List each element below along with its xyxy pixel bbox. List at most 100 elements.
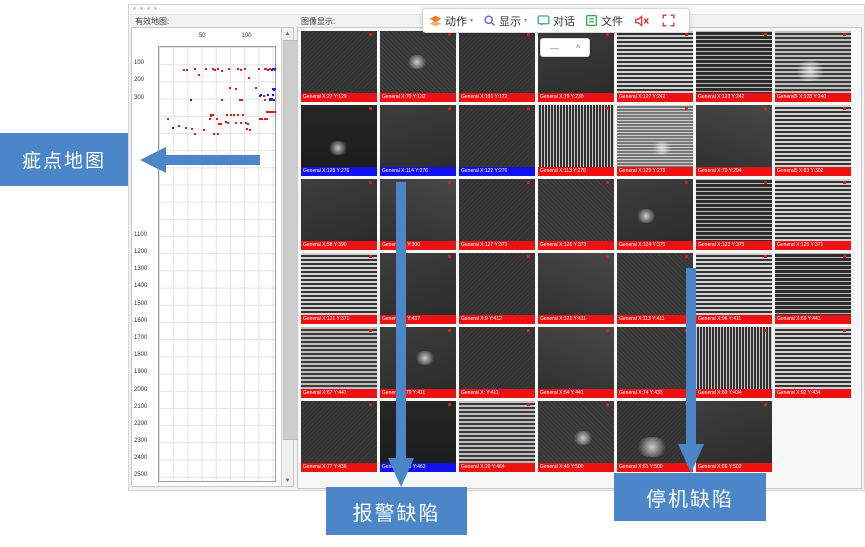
- defect-point-general[interactable]: [205, 67, 208, 70]
- defect-point-general[interactable]: [227, 121, 230, 124]
- defect-point-stop[interactable]: [190, 98, 192, 101]
- thumbnail-item[interactable]: General X:125 Y:371: [775, 179, 851, 250]
- toolbar-item-动作[interactable]: 动作 ▾: [429, 13, 473, 29]
- defect-point-general[interactable]: [220, 122, 223, 125]
- defect-point-stop[interactable]: [271, 98, 274, 101]
- thumbnail-item[interactable]: General X:69 Y:441: [775, 253, 851, 324]
- thumbnail-item[interactable]: General X:60 Y:434: [696, 327, 772, 398]
- defect-map-chart[interactable]: 50 100 100 200 300 1100 1200 1300 1400 1500 1600 17…: [132, 28, 280, 486]
- defect-point-general[interactable]: [233, 114, 236, 117]
- thumbnail-item[interactable]: General X:66 Y:502: [696, 401, 772, 472]
- defect-point-general[interactable]: [235, 121, 238, 124]
- thumbnail-item[interactable]: General X:9 Y:412: [459, 253, 535, 324]
- defect-point-general[interactable]: [215, 117, 218, 120]
- thumbnail-item[interactable]: General X:96 Y:411: [696, 253, 772, 324]
- thumbnail-item[interactable]: General X:113 Y:278: [538, 105, 614, 176]
- toolbar-item-文件[interactable]: 文件: [585, 13, 623, 29]
- thumbnail-item[interactable]: General5 X:83 Y:302: [775, 105, 851, 176]
- defect-point-general[interactable]: [213, 68, 216, 71]
- thumbnail-item[interactable]: General X:123 Y:242: [696, 31, 772, 102]
- image-display-frame[interactable]: General X:27 Y:129 General X:70 Y:132 Gene…: [297, 27, 862, 489]
- defect-point-stop[interactable]: [273, 98, 276, 101]
- defect-point-general[interactable]: [190, 127, 193, 130]
- defect-point-general[interactable]: [236, 67, 239, 70]
- defect-point-stop[interactable]: [274, 67, 277, 70]
- toolbar-subbar[interactable]: — ^: [540, 38, 590, 57]
- defect-point-stop[interactable]: [270, 69, 273, 72]
- defect-map-plot-area[interactable]: [158, 46, 277, 482]
- defect-point-general[interactable]: [228, 86, 231, 89]
- defect-point-general[interactable]: [241, 98, 244, 101]
- thumbnail-item[interactable]: General5 X:128 Y:240: [775, 31, 851, 102]
- defect-point-general[interactable]: [221, 98, 223, 101]
- thumbnail-item[interactable]: General X:123 Y:375: [696, 179, 772, 250]
- defect-point-general[interactable]: [217, 133, 220, 136]
- defect-point-general[interactable]: [213, 132, 216, 135]
- defect-point-stop[interactable]: [274, 88, 277, 91]
- minimize-icon[interactable]: —: [549, 42, 559, 53]
- scroll-down-icon[interactable]: ▼: [282, 475, 293, 486]
- collapse-icon[interactable]: ^: [576, 42, 581, 53]
- defect-point-general[interactable]: [267, 111, 270, 114]
- defect-point-stop[interactable]: [272, 94, 275, 97]
- defect-point-general[interactable]: [238, 98, 241, 101]
- defect-point-general[interactable]: [178, 125, 181, 128]
- defect-point-general[interactable]: [226, 114, 229, 117]
- defect-point-general[interactable]: [248, 76, 251, 79]
- defect-point-general[interactable]: [267, 68, 270, 71]
- thumbnail-item[interactable]: General X:129 Y:278: [617, 105, 693, 176]
- defect-point-general[interactable]: [259, 117, 262, 120]
- defect-point-stop[interactable]: [267, 94, 270, 97]
- thumbnail-item[interactable]: General X:126 Y:373: [538, 179, 614, 250]
- thumbnail-item[interactable]: General X:74 Y:433: [617, 327, 693, 398]
- chevron-down-icon[interactable]: ▾: [470, 18, 474, 24]
- defect-point-general[interactable]: [249, 129, 252, 132]
- defect-point-general[interactable]: [212, 114, 215, 117]
- thumbnail-item[interactable]: General X:128 Y:276: [301, 105, 377, 176]
- thumbnail-grid[interactable]: General X:27 Y:129 General X:70 Y:132 Gene…: [301, 31, 858, 472]
- defect-point-general[interactable]: [218, 122, 221, 125]
- defect-point-general[interactable]: [212, 68, 215, 71]
- thumbnail-item[interactable]: General X:79 Y:411: [380, 327, 456, 398]
- defect-point-general[interactable]: [240, 121, 243, 124]
- defect-point-general[interactable]: [210, 114, 213, 117]
- thumbnail-item[interactable]: General X:27 Y:129: [301, 31, 377, 102]
- defect-point-general[interactable]: [203, 129, 206, 132]
- defect-point-general[interactable]: [194, 67, 197, 70]
- defect-point-stop[interactable]: [268, 98, 271, 101]
- defect-point-general[interactable]: [245, 127, 248, 130]
- thumbnail-item[interactable]: General X: Y:411: [459, 327, 535, 398]
- defect-point-general[interactable]: [184, 126, 187, 129]
- defect-point-general[interactable]: [240, 68, 243, 71]
- defect-point-general[interactable]: [217, 67, 220, 70]
- defect-point-general[interactable]: [166, 117, 169, 120]
- defect-point-general[interactable]: [221, 69, 223, 72]
- defect-point-general[interactable]: [208, 117, 211, 120]
- defect-point-general[interactable]: [258, 67, 261, 70]
- defect-point-general[interactable]: [244, 68, 247, 71]
- defect-point-stop[interactable]: [259, 94, 262, 97]
- mute-icon[interactable]: [635, 14, 650, 28]
- defect-point-general[interactable]: [266, 117, 269, 120]
- defect-point-general[interactable]: [265, 68, 268, 71]
- thumbnail-item[interactable]: General X:58 Y:390: [301, 179, 377, 250]
- thumbnail-item[interactable]: General X:61 Y:500: [617, 401, 693, 472]
- defect-point-general[interactable]: [244, 121, 247, 124]
- thumbnail-item[interactable]: General X:29 Y:464: [459, 401, 535, 472]
- defect-point-general[interactable]: [262, 94, 265, 97]
- defect-point-general[interactable]: [194, 132, 197, 135]
- defect-point-general[interactable]: [263, 67, 266, 70]
- toolbar-item-对话[interactable]: 对话: [537, 13, 575, 29]
- thumbnail-item[interactable]: General X:127 Y:242: [617, 31, 693, 102]
- thumbnail-item[interactable]: General X:67 Y:441: [301, 327, 377, 398]
- thumbnail-item[interactable]: General X:70 Y:294: [696, 105, 772, 176]
- defect-point-general[interactable]: [242, 114, 245, 117]
- scroll-up-icon[interactable]: ▲: [282, 28, 293, 39]
- defect-point-general[interactable]: [274, 110, 277, 113]
- defect-point-general[interactable]: [260, 117, 263, 120]
- defect-point-general[interactable]: [229, 113, 232, 116]
- thumbnail-item[interactable]: General X:122 Y:276: [459, 105, 535, 176]
- defect-point-general[interactable]: [185, 68, 188, 71]
- defect-point-general[interactable]: [268, 67, 271, 70]
- defect-point-general[interactable]: [254, 86, 257, 89]
